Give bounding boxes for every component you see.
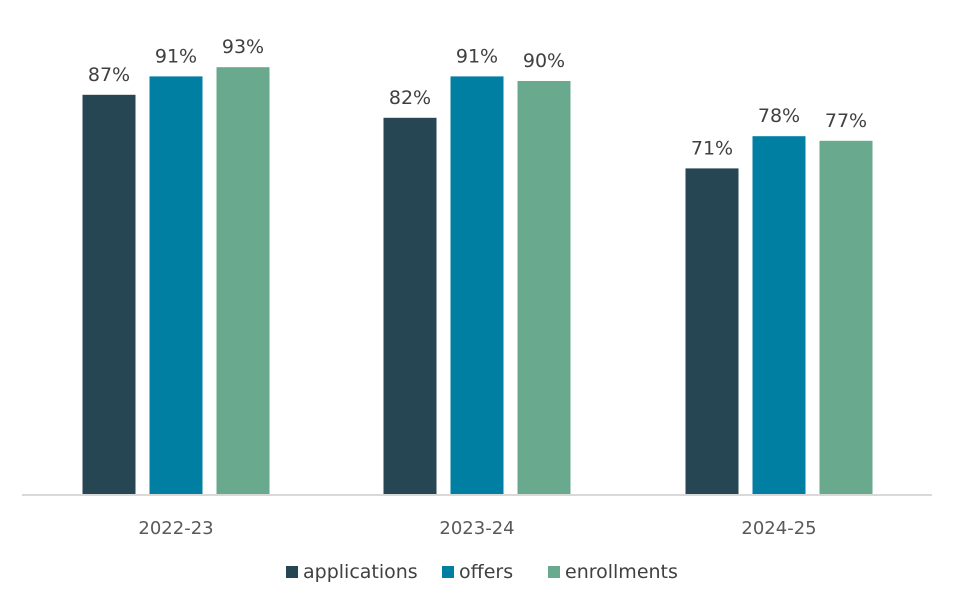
bars-group <box>82 67 873 496</box>
data-label-enrollments-2024-25: 77% <box>825 110 867 132</box>
data-label-offers-2022-23: 91% <box>155 45 197 67</box>
data-labels-group: 87% 91% 93% 82% 91% 90% 71% 78% 77% <box>88 36 867 159</box>
legend-swatch-applications <box>286 566 298 578</box>
legend-swatch-enrollments <box>548 566 560 578</box>
x-tick-label-2024-25: 2024-25 <box>741 518 816 539</box>
data-label-enrollments-2023-24: 90% <box>523 50 565 72</box>
data-label-applications-2022-23: 87% <box>88 64 130 86</box>
x-tick-label-2023-24: 2023-24 <box>439 518 514 539</box>
bar-applications-2022-23 <box>82 94 136 496</box>
data-label-applications-2023-24: 82% <box>389 87 431 109</box>
legend-label-offers: offers <box>459 561 513 583</box>
data-label-offers-2023-24: 91% <box>456 45 498 67</box>
bar-enrollments-2024-25 <box>819 140 873 496</box>
data-label-offers-2024-25: 78% <box>758 105 800 127</box>
legend: applications offers enrollments <box>286 561 678 583</box>
bar-applications-2023-24 <box>383 117 437 496</box>
bar-offers-2023-24 <box>450 76 504 496</box>
data-label-enrollments-2022-23: 93% <box>222 36 264 58</box>
legend-label-enrollments: enrollments <box>565 561 678 583</box>
x-tick-label-2022-23: 2022-23 <box>138 518 213 539</box>
data-label-applications-2024-25: 71% <box>691 137 733 159</box>
bar-enrollments-2022-23 <box>216 67 270 495</box>
x-axis-tick-labels: 2022-23 2023-24 2024-25 <box>138 518 816 539</box>
bar-applications-2024-25 <box>685 168 739 495</box>
bar-offers-2024-25 <box>752 136 806 495</box>
legend-label-applications: applications <box>303 561 418 583</box>
bar-offers-2022-23 <box>149 76 203 496</box>
bar-enrollments-2023-24 <box>517 81 571 495</box>
legend-swatch-offers <box>442 566 454 578</box>
